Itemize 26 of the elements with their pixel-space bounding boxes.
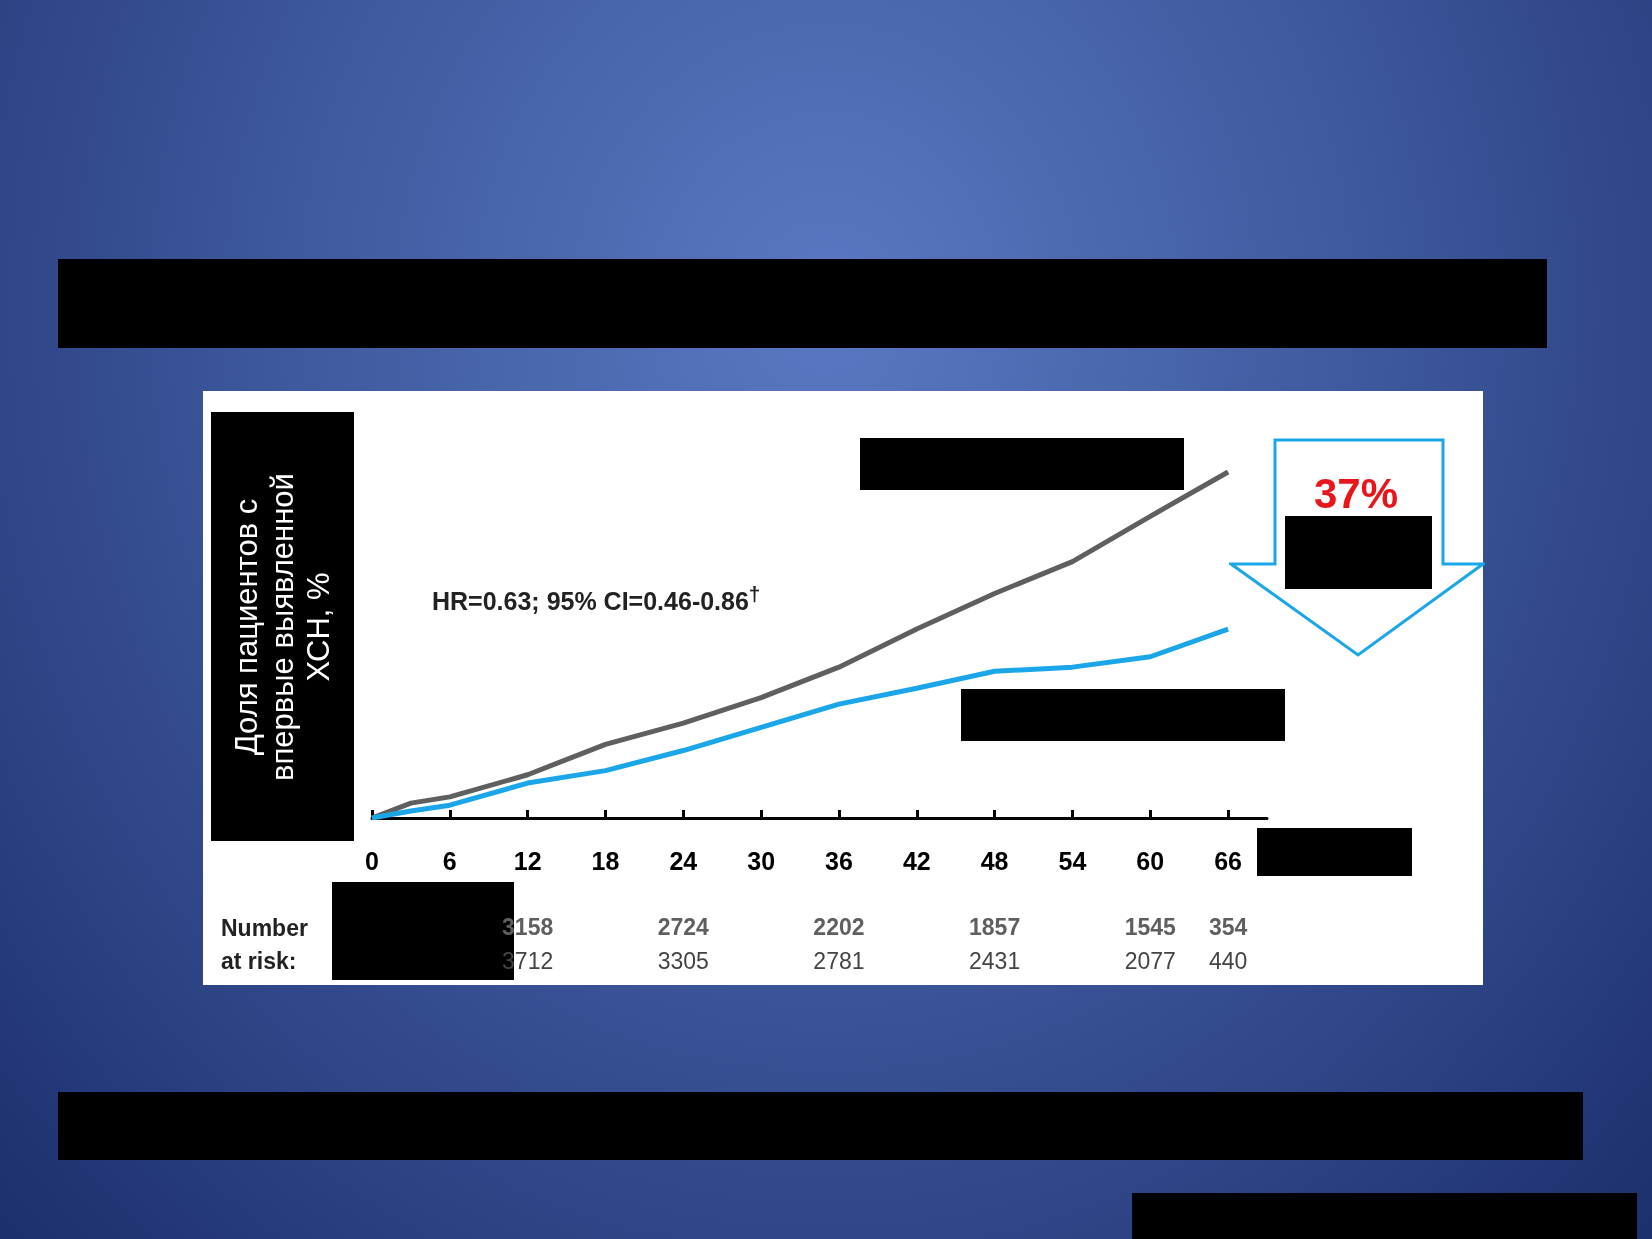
x-tick-label: 0 (365, 846, 379, 875)
text: 1545 (1124, 914, 1176, 941)
x-tick-label: 18 (591, 846, 620, 875)
x-tick-label: 6 (442, 846, 457, 875)
text: 440 (1208, 948, 1248, 975)
text: 2077 (1124, 948, 1176, 975)
text: Number at risk: (221, 914, 309, 976)
text: 1857 (969, 914, 1021, 941)
x-tick-label: 12 (513, 846, 542, 875)
text: 3305 (657, 948, 709, 975)
text: 2431 (969, 948, 1021, 975)
x-tick-label: 54 (1058, 846, 1087, 875)
x-tick-label: 42 (902, 846, 931, 875)
x-tick-label: 36 (825, 846, 853, 875)
text: 354 (1208, 914, 1248, 941)
x-tick-label: 24 (669, 846, 698, 875)
text: 37% (1314, 470, 1399, 518)
y-axis-title: Доля пациентов с впервые выявленной ХСН, % (228, 471, 337, 783)
x-tick-label: 66 (1214, 846, 1242, 875)
text: 2781 (813, 948, 865, 975)
x-tick-label: 30 (747, 846, 776, 875)
text: 2724 (657, 914, 709, 941)
text: 2202 (813, 914, 865, 941)
annotation: HR=0.63; 95% CI=0.46-0.86$^{†}$ (432, 582, 761, 617)
x-tick-label: 48 (980, 846, 1009, 875)
x-tick-label: 60 (1136, 846, 1165, 875)
